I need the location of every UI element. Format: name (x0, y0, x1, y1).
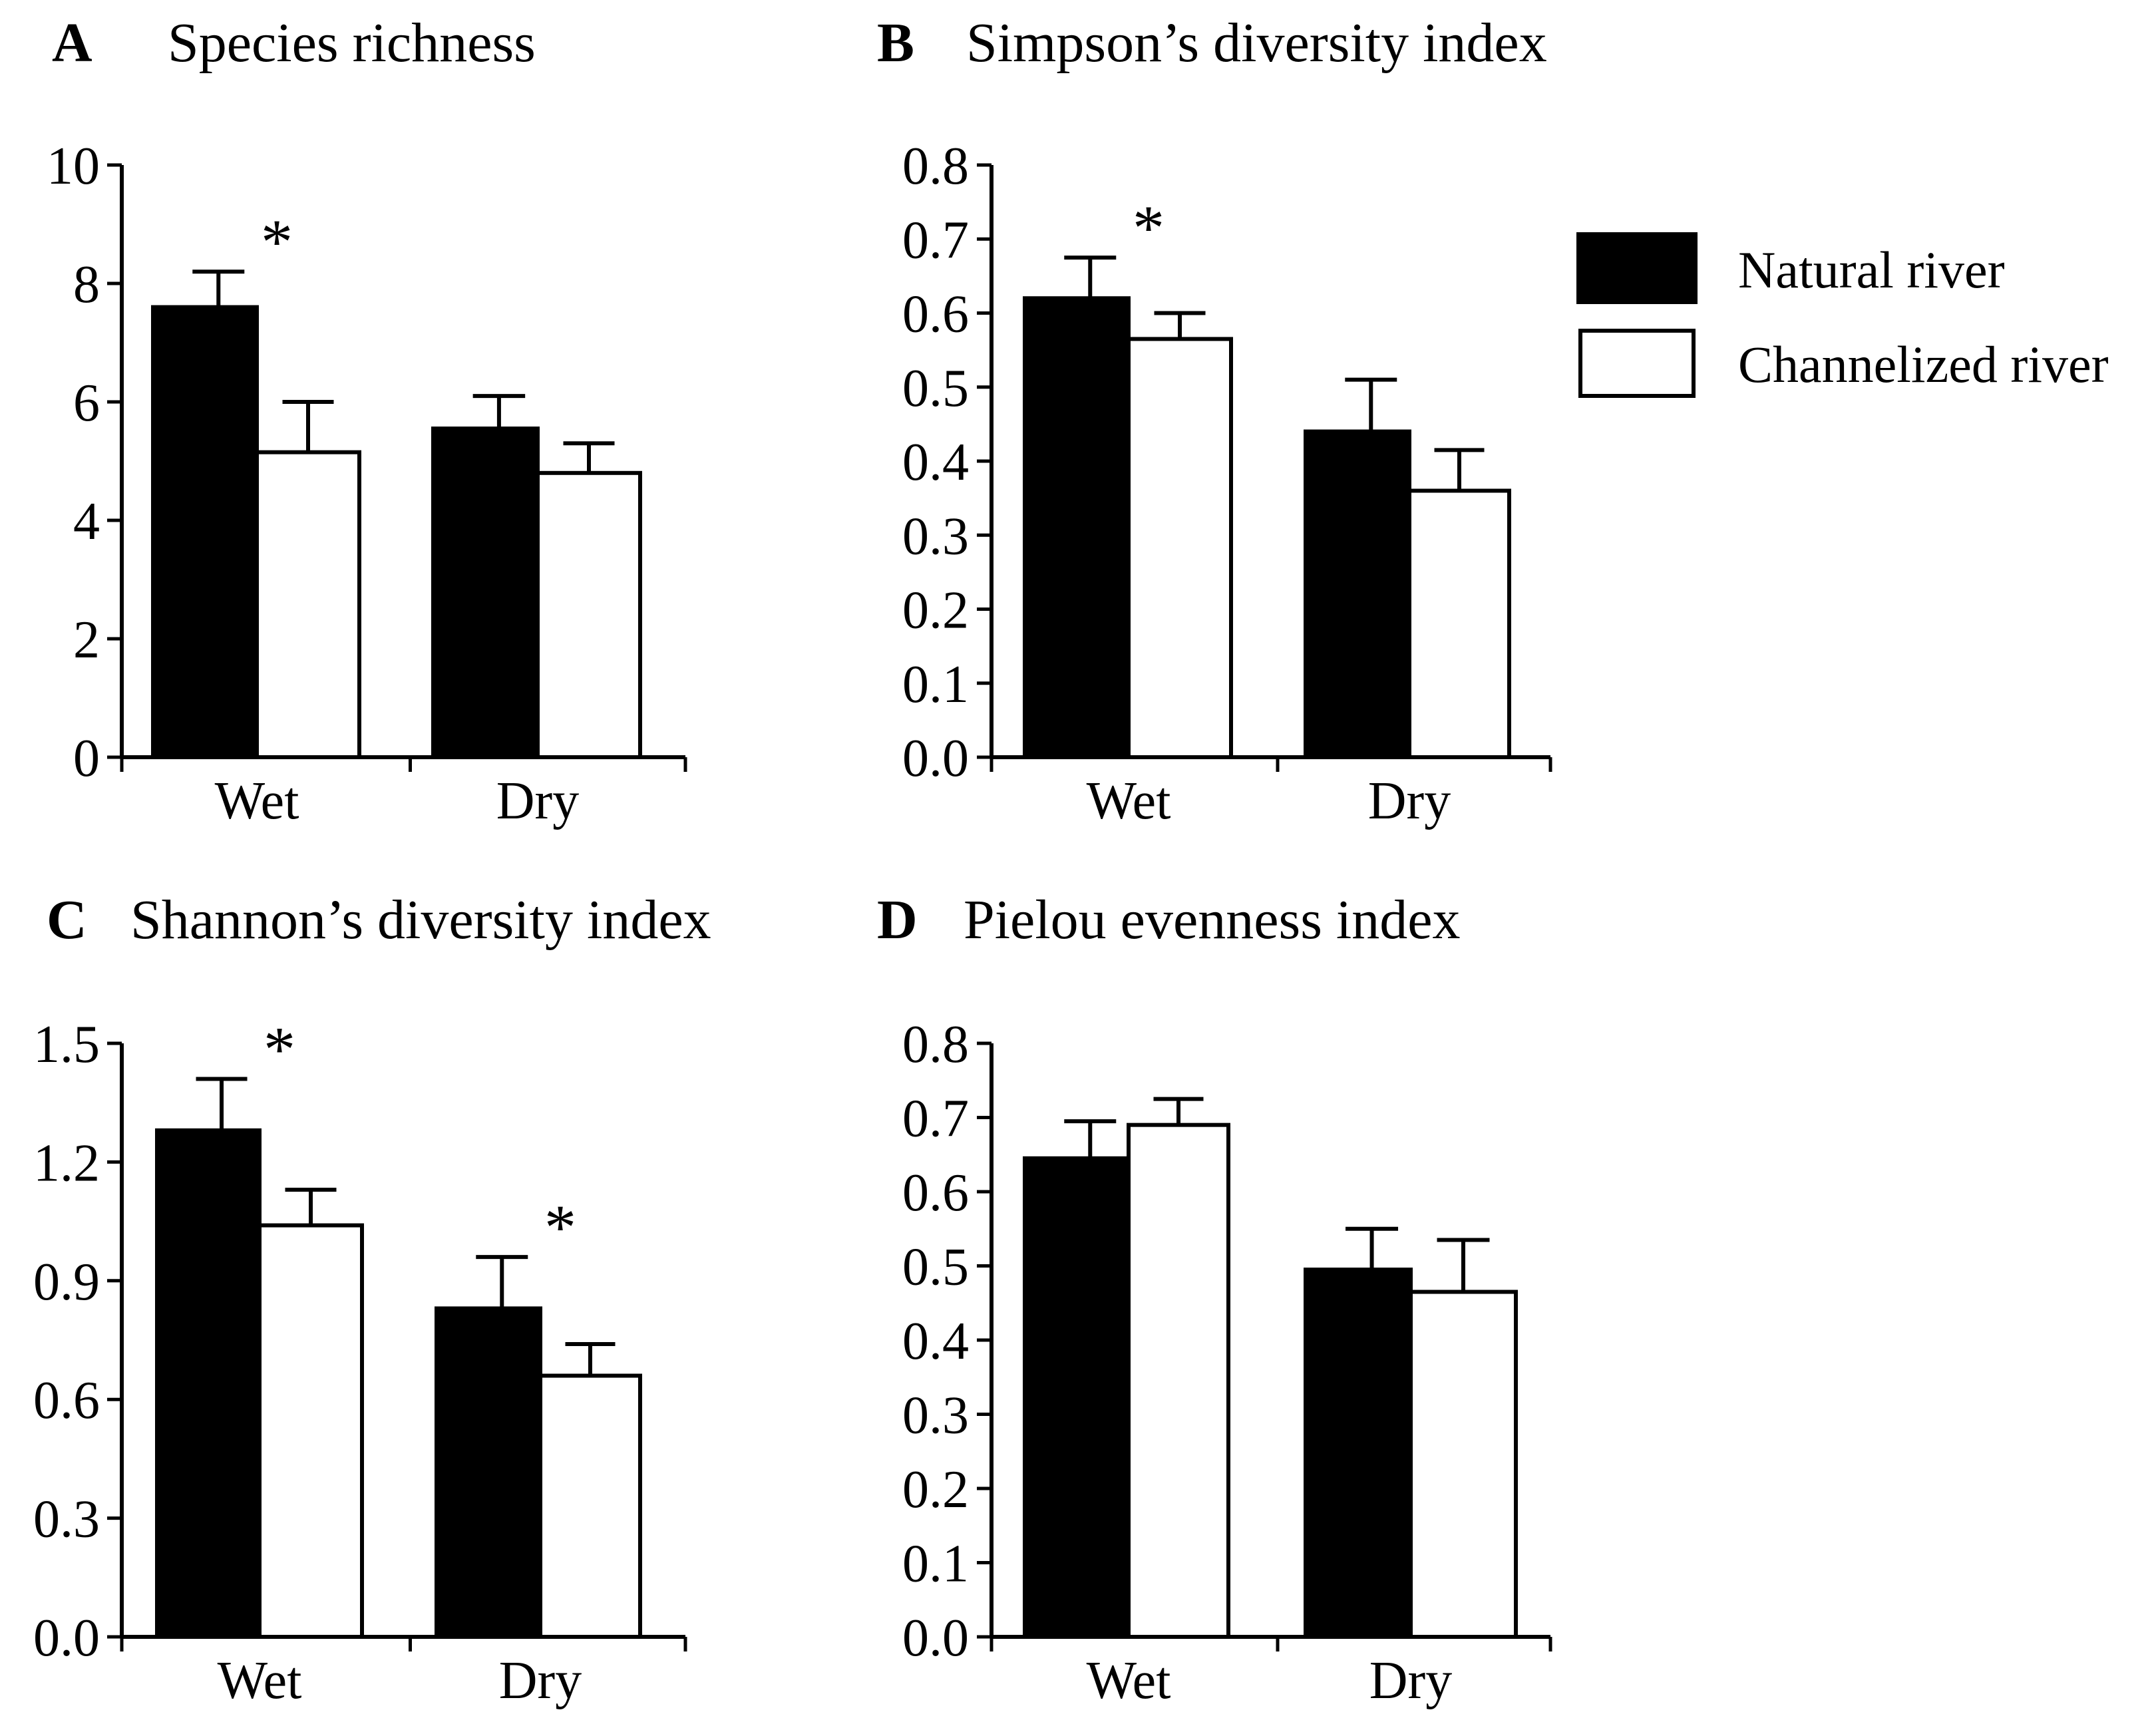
panel-d-bar-wet-natural (1023, 1156, 1131, 1639)
panel-c-y-tick-label: 0.3 (33, 1490, 100, 1549)
panel-a-category-dry: Dry (496, 772, 579, 830)
panel-a-y-tick-label: 4 (73, 492, 100, 551)
panel-d-title: Pielou evenness index (964, 889, 1461, 951)
panel-c-y-tick-label: 0.0 (33, 1609, 100, 1667)
panel-b-y-tick-label: 0.3 (902, 507, 969, 566)
panel-b-letter: B (877, 12, 914, 74)
panel-a-bar-dry-natural (431, 427, 540, 759)
panel-c-bar-wet-natural (155, 1128, 262, 1639)
panel-c-y-tick-label: 0.9 (33, 1253, 100, 1311)
panel-c-category-wet: Wet (218, 1651, 302, 1710)
panel-c-bar-dry-natural (435, 1306, 542, 1639)
panel-b-bar-wet-natural (1023, 296, 1131, 759)
legend-label-channelized-river: Channelized river (1738, 335, 2109, 393)
panel-d-y-tick-label: 0.5 (902, 1238, 969, 1297)
panel-d-y-tick-label: 0.0 (902, 1609, 969, 1667)
panel-b-y-tick-label: 0.6 (902, 285, 969, 344)
panel-d-y-tick-label: 0.1 (902, 1535, 969, 1594)
panel-b-y-tick-label: 0.5 (902, 359, 969, 418)
panel-c-bar-dry-channelized (538, 1373, 642, 1640)
panel-c-significance-wet: * (264, 1014, 295, 1085)
panel-b-bar-dry-natural (1304, 429, 1411, 759)
legend: Natural river Channelized river (1576, 232, 2109, 398)
legend-swatch-natural-river (1576, 232, 1698, 304)
panel-b-bar-dry-channelized (1407, 488, 1511, 759)
panel-b-bar-wet-channelized (1127, 337, 1233, 759)
panel-c-y-tick-label: 1.2 (33, 1134, 100, 1192)
panel-b-y-tick-label: 0.8 (902, 137, 969, 196)
panel-b-y-tick-label: 0.0 (902, 729, 969, 788)
panel-d-y-tick-label: 0.3 (902, 1387, 969, 1445)
panel-b: B Simpson’s diversity index * Wet Dry 0.0 0.1 0… (877, 12, 1552, 830)
panel-d-category-wet: Wet (1087, 1651, 1171, 1710)
panel-a-y-tick-label: 2 (73, 611, 100, 669)
legend-swatch-channelized-river (1578, 329, 1696, 398)
panel-c-category-dry: Dry (499, 1651, 582, 1710)
panels: A Species richness * Wet Dry 0 2 4 6 8 10 B Simpson’… (33, 12, 1552, 1710)
panel-d-bar-dry-channelized (1409, 1290, 1518, 1639)
panel-d-y-tick-label: 0.4 (902, 1312, 969, 1371)
panel-a-y-tick-label: 6 (73, 374, 100, 432)
panel-a-title: Species richness (168, 12, 536, 74)
panel-d-bar-wet-channelized (1127, 1123, 1230, 1639)
panel-c: C Shannon’s diversity index * Wet * Dry 0.0 0.3… (33, 889, 711, 1710)
panel-b-y-tick-label: 0.1 (902, 655, 969, 714)
panel-b-y-tick-label: 0.7 (902, 211, 969, 269)
panel-c-y-tick-label: 0.6 (33, 1371, 100, 1430)
panel-b-title: Simpson’s diversity index (966, 12, 1547, 74)
panel-b-y-tick-label: 0.4 (902, 433, 969, 492)
panel-c-title: Shannon’s diversity index (130, 889, 711, 951)
panel-d-bar-dry-natural (1304, 1268, 1413, 1639)
panel-a-category-wet: Wet (215, 772, 299, 830)
panel-c-significance-dry: * (544, 1192, 576, 1263)
panel-d-y-tick-label: 0.6 (902, 1164, 969, 1222)
legend-label-natural-river: Natural river (1738, 241, 2005, 299)
panel-a-letter: A (52, 12, 92, 74)
panel-d-category-dry: Dry (1369, 1651, 1452, 1710)
panel-d-letter: D (877, 889, 918, 951)
panel-d-y-tick-label: 0.8 (902, 1015, 969, 1074)
panel-c-bar-wet-channelized (258, 1223, 364, 1639)
panel-a-y-tick-label: 8 (73, 256, 100, 314)
panel-b-significance-wet: * (1133, 192, 1165, 263)
panel-b-category-wet: Wet (1087, 772, 1171, 830)
panel-b-y-tick-label: 0.2 (902, 582, 969, 640)
panel-a-bar-wet-natural (151, 305, 259, 760)
panel-c-letter: C (47, 889, 87, 951)
panel-d-y-tick-label: 0.2 (902, 1461, 969, 1519)
panel-a: A Species richness * Wet Dry 0 2 4 6 8 10 (47, 12, 687, 830)
panel-a-significance-wet: * (261, 206, 293, 277)
panel-a-bar-dry-channelized (536, 470, 642, 759)
panel-a-y-tick-label: 10 (47, 137, 100, 196)
panel-d-y-tick-label: 0.7 (902, 1090, 969, 1148)
panel-c-y-tick-label: 1.5 (33, 1015, 100, 1074)
panel-d: D Pielou evenness index Wet Dry 0.0 0.1 0.2 0.3… (877, 889, 1552, 1710)
panel-a-y-tick-label: 0 (73, 729, 100, 788)
panel-b-category-dry: Dry (1368, 772, 1451, 830)
panel-a-bar-wet-channelized (255, 450, 361, 760)
